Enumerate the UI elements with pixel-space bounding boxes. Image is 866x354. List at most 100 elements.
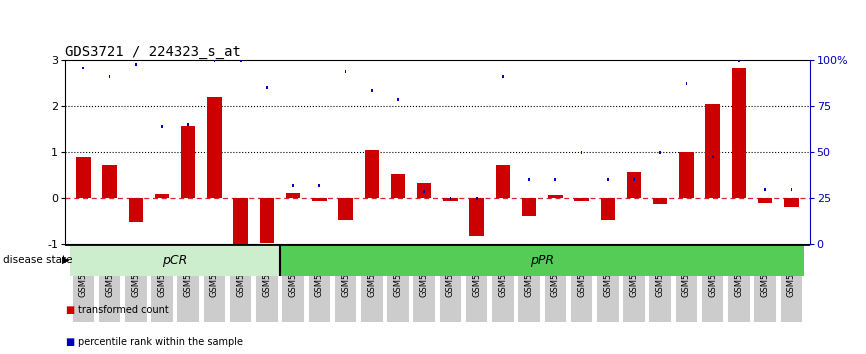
Bar xyxy=(765,188,766,190)
Text: GSM559062: GSM559062 xyxy=(79,247,87,297)
Bar xyxy=(443,198,457,200)
Bar xyxy=(627,172,641,198)
Bar xyxy=(339,198,352,220)
FancyBboxPatch shape xyxy=(203,244,225,322)
Bar xyxy=(371,88,372,92)
Text: GSM559056: GSM559056 xyxy=(656,247,665,297)
FancyBboxPatch shape xyxy=(491,244,514,322)
Bar xyxy=(82,67,84,69)
Text: GSM559046: GSM559046 xyxy=(393,247,403,297)
FancyBboxPatch shape xyxy=(412,244,435,322)
FancyBboxPatch shape xyxy=(307,244,330,322)
FancyBboxPatch shape xyxy=(649,244,671,322)
Bar xyxy=(155,194,169,198)
Bar xyxy=(76,157,91,198)
FancyBboxPatch shape xyxy=(281,244,304,322)
Bar xyxy=(108,75,110,78)
Text: GSM559060: GSM559060 xyxy=(760,247,770,297)
Bar xyxy=(391,174,405,198)
Text: GSM559064: GSM559064 xyxy=(132,247,140,297)
Bar xyxy=(234,198,248,244)
Text: GSM559057: GSM559057 xyxy=(682,247,691,297)
FancyBboxPatch shape xyxy=(360,244,383,322)
Bar xyxy=(365,150,379,198)
FancyBboxPatch shape xyxy=(177,244,199,322)
Text: pPR: pPR xyxy=(530,254,554,267)
FancyBboxPatch shape xyxy=(72,244,94,322)
Text: GSM559054: GSM559054 xyxy=(604,247,612,297)
Bar xyxy=(345,70,346,73)
Bar xyxy=(607,178,609,181)
Bar xyxy=(791,188,792,190)
Bar xyxy=(502,75,504,78)
FancyBboxPatch shape xyxy=(98,244,120,322)
Text: GSM559066: GSM559066 xyxy=(184,247,193,297)
Text: GDS3721 / 224323_s_at: GDS3721 / 224323_s_at xyxy=(65,45,241,59)
Text: pCR: pCR xyxy=(163,254,188,267)
Bar xyxy=(266,86,268,89)
Bar xyxy=(417,183,431,198)
Text: GSM559050: GSM559050 xyxy=(499,247,507,297)
Bar xyxy=(732,68,746,198)
Bar xyxy=(128,198,143,222)
Bar xyxy=(653,198,668,204)
Bar xyxy=(70,244,280,276)
Text: GSM559043: GSM559043 xyxy=(315,247,324,297)
FancyBboxPatch shape xyxy=(124,244,146,322)
Bar xyxy=(581,151,583,154)
Bar xyxy=(423,190,425,193)
FancyBboxPatch shape xyxy=(596,244,618,322)
FancyBboxPatch shape xyxy=(570,244,592,322)
Text: GSM559059: GSM559059 xyxy=(734,247,743,297)
FancyBboxPatch shape xyxy=(439,244,462,322)
Text: GSM559061: GSM559061 xyxy=(787,247,796,297)
Bar xyxy=(528,178,530,181)
Bar xyxy=(554,178,556,181)
FancyBboxPatch shape xyxy=(255,244,278,322)
Text: ■: ■ xyxy=(65,337,74,347)
Bar xyxy=(686,82,688,85)
Bar xyxy=(102,165,117,198)
Bar xyxy=(161,125,163,129)
Bar xyxy=(548,195,563,198)
FancyBboxPatch shape xyxy=(150,244,172,322)
FancyBboxPatch shape xyxy=(465,244,488,322)
Text: GSM559044: GSM559044 xyxy=(341,247,350,297)
FancyBboxPatch shape xyxy=(229,244,251,322)
Text: GSM559051: GSM559051 xyxy=(525,247,533,297)
Bar xyxy=(574,198,589,200)
Text: GSM559069: GSM559069 xyxy=(262,247,271,297)
FancyBboxPatch shape xyxy=(622,244,645,322)
Text: ▶: ▶ xyxy=(62,255,70,265)
Text: GSM559049: GSM559049 xyxy=(472,247,481,297)
Text: transformed count: transformed count xyxy=(78,305,169,315)
Bar xyxy=(280,244,805,276)
Text: GSM559047: GSM559047 xyxy=(420,247,429,297)
FancyBboxPatch shape xyxy=(779,244,802,322)
Bar xyxy=(135,63,137,66)
Text: GSM559058: GSM559058 xyxy=(708,247,717,297)
Bar xyxy=(292,184,294,187)
Bar xyxy=(207,97,222,198)
Text: GSM559045: GSM559045 xyxy=(367,247,376,297)
FancyBboxPatch shape xyxy=(333,244,356,322)
Text: GSM559048: GSM559048 xyxy=(446,247,455,297)
Bar xyxy=(706,104,720,198)
Bar xyxy=(633,178,635,181)
Bar xyxy=(659,151,661,154)
Bar xyxy=(240,59,242,62)
Bar xyxy=(495,165,510,198)
Bar xyxy=(214,59,216,62)
FancyBboxPatch shape xyxy=(386,244,409,322)
Bar xyxy=(679,152,694,198)
FancyBboxPatch shape xyxy=(727,244,750,322)
FancyBboxPatch shape xyxy=(517,244,540,322)
Bar xyxy=(522,198,536,216)
Bar xyxy=(712,155,714,158)
Bar xyxy=(449,197,451,200)
Text: GSM559055: GSM559055 xyxy=(630,247,638,297)
Text: GSM559042: GSM559042 xyxy=(288,247,298,297)
Bar xyxy=(312,198,326,201)
Text: GSM559067: GSM559067 xyxy=(210,247,219,297)
Text: GSM559063: GSM559063 xyxy=(105,247,114,297)
